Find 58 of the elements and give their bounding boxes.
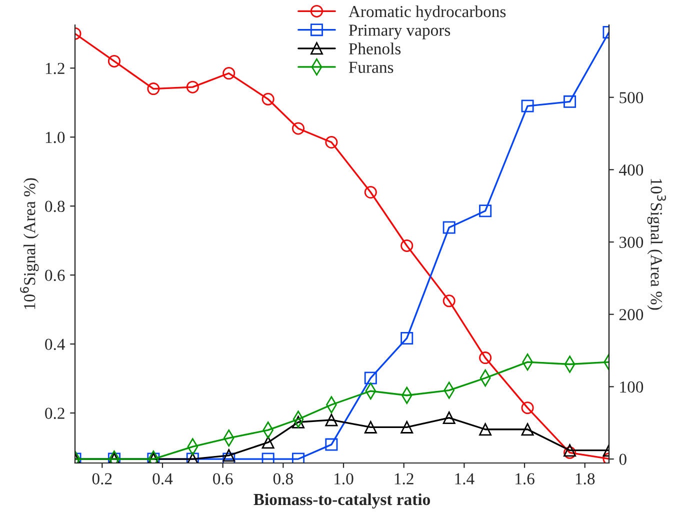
y2-tick-label: 200 xyxy=(619,309,644,320)
point xyxy=(222,67,236,80)
point xyxy=(147,82,160,96)
y2-tick-label: 400 xyxy=(619,164,644,176)
y2-tick-label: 0 xyxy=(619,454,626,465)
point xyxy=(564,95,576,108)
x-tick-label: 1.4 xyxy=(455,473,474,485)
point xyxy=(400,239,414,252)
x-tick-label: 1.0 xyxy=(334,473,354,485)
x-tick-label: 1.6 xyxy=(516,473,534,485)
y-tick-label: 0.2 xyxy=(45,408,64,420)
y-tick-label: 0.6 xyxy=(45,270,65,282)
point xyxy=(479,423,492,436)
point xyxy=(325,438,338,451)
y-tick-label: 1.2 xyxy=(46,62,64,74)
point xyxy=(325,414,338,426)
point xyxy=(292,452,305,463)
x-tick-label: 0.4 xyxy=(152,473,173,485)
point xyxy=(262,92,274,106)
point xyxy=(292,416,305,428)
legend-label: Furans xyxy=(348,62,394,73)
x-tick-label: 0.2 xyxy=(92,473,112,485)
point xyxy=(521,100,534,112)
point xyxy=(364,420,377,434)
point xyxy=(325,136,338,149)
point xyxy=(364,372,377,384)
y2-axis-title: 10$^{3}$Signal (Area %) xyxy=(647,178,666,310)
y-tick-label: 1.0 xyxy=(46,132,65,144)
y-axis-title: 10$^{6}$Signal (Area %) xyxy=(20,178,39,310)
y-tick-label: 0.4 xyxy=(45,338,66,350)
point xyxy=(292,122,305,135)
point xyxy=(442,412,456,424)
legend-label: Phenols xyxy=(348,42,401,54)
x-tick-label: 0.8 xyxy=(273,473,293,485)
x-tick-label: 1.8 xyxy=(576,473,595,485)
y2-tick-label: 500 xyxy=(620,92,644,104)
point xyxy=(442,221,456,234)
point xyxy=(521,423,534,436)
point xyxy=(479,352,492,364)
point xyxy=(521,402,534,414)
point xyxy=(400,332,414,344)
point xyxy=(108,54,120,68)
point xyxy=(400,420,414,434)
legend-label: Aromatic hydrocarbons xyxy=(348,5,506,21)
y2-tick-label: 300 xyxy=(620,236,644,248)
point xyxy=(364,186,377,199)
point xyxy=(442,294,456,308)
legend-label: Primary vapors xyxy=(348,24,450,40)
point xyxy=(262,452,274,463)
y2-tick-label: 100 xyxy=(620,381,644,393)
y-tick-label: 0.8 xyxy=(45,200,65,212)
point xyxy=(222,449,236,462)
point xyxy=(186,80,199,94)
x-axis-title: Biomass-to-catalyst ratio xyxy=(254,493,430,509)
point xyxy=(262,436,274,449)
x-tick-label: 0.6 xyxy=(213,473,233,485)
point xyxy=(479,204,492,218)
x-tick-label: 1.2 xyxy=(394,473,414,485)
